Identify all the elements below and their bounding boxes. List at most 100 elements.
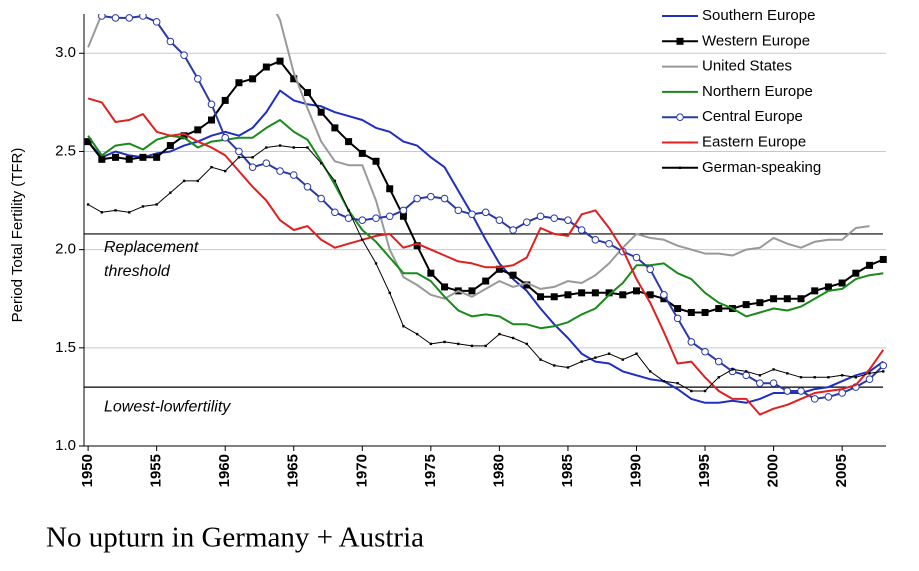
marker (139, 14, 147, 20)
marker (112, 153, 120, 161)
marker (769, 379, 778, 387)
marker (786, 372, 789, 375)
marker (687, 308, 695, 316)
marker (180, 132, 188, 140)
marker (248, 163, 257, 171)
marker (152, 18, 161, 26)
reference-label: Replacement (104, 239, 199, 256)
marker (690, 389, 693, 393)
marker (182, 179, 186, 183)
marker (289, 171, 298, 179)
marker (523, 218, 531, 226)
marker (207, 116, 215, 124)
marker (783, 295, 791, 303)
marker (827, 376, 830, 379)
x-tick-label: 1975 (422, 454, 439, 487)
marker (580, 360, 583, 363)
marker (564, 216, 572, 224)
marker (180, 51, 188, 60)
plot-area (84, 14, 887, 416)
marker (811, 287, 819, 295)
marker (701, 347, 709, 356)
marker (402, 325, 405, 328)
series-line (87, 14, 870, 300)
marker (128, 211, 131, 214)
marker (882, 370, 885, 373)
marker (676, 381, 679, 385)
marker (605, 239, 613, 248)
y-tick-label: 2.5 (55, 142, 76, 159)
marker (276, 167, 284, 175)
marker (591, 289, 599, 297)
x-tick-label: 2005 (833, 454, 850, 487)
marker (427, 192, 435, 201)
marker (427, 269, 435, 277)
marker (224, 169, 227, 173)
marker (687, 338, 696, 346)
marker (810, 395, 819, 403)
marker (742, 301, 750, 309)
marker (399, 206, 408, 215)
marker (155, 203, 158, 206)
marker (374, 262, 378, 265)
marker (125, 14, 134, 22)
marker (621, 358, 624, 361)
marker (578, 289, 586, 297)
marker (457, 342, 460, 346)
series-line (87, 119, 884, 330)
x-tick-label: 1970 (353, 454, 370, 487)
marker (756, 299, 764, 307)
marker (673, 314, 682, 323)
y-axis-label: Period Total Fertility (TFR) (9, 148, 26, 323)
marker (100, 211, 104, 214)
x-tick-label: 1995 (696, 454, 713, 487)
marker (553, 364, 556, 367)
marker (838, 389, 846, 397)
legend-label: United States (702, 58, 792, 75)
marker (868, 372, 871, 375)
marker (141, 205, 145, 208)
marker (317, 108, 325, 116)
marker (742, 371, 750, 380)
marker (797, 387, 805, 395)
marker (840, 374, 844, 377)
marker (564, 291, 572, 299)
marker (196, 179, 199, 183)
marker (262, 63, 270, 71)
legend-label: Eastern Europe (702, 133, 806, 150)
marker (797, 295, 805, 303)
marker (139, 153, 147, 161)
marker (415, 332, 419, 336)
marker (317, 194, 325, 203)
marker (358, 216, 367, 224)
marker (290, 75, 298, 83)
legend-label: Southern Europe (702, 7, 815, 24)
marker (347, 209, 350, 212)
marker (319, 162, 323, 165)
y-tick-label: 2.0 (55, 241, 76, 258)
marker (824, 393, 833, 401)
marker (632, 253, 641, 262)
marker (276, 57, 284, 65)
marker (838, 279, 846, 287)
marker (866, 261, 874, 269)
marker (454, 206, 463, 215)
reference-label: Lowest-lowfertility (104, 398, 231, 415)
marker (166, 142, 174, 150)
marker (303, 89, 311, 97)
marker (333, 179, 337, 183)
marker (879, 361, 887, 370)
marker (468, 210, 476, 219)
marker (221, 96, 229, 104)
marker (372, 214, 380, 223)
marker (550, 214, 559, 223)
marker (399, 212, 407, 220)
marker (361, 238, 364, 242)
marker (251, 156, 254, 159)
marker (674, 305, 682, 313)
marker (646, 265, 654, 274)
marker (484, 344, 487, 348)
marker (388, 291, 391, 295)
marker (646, 291, 654, 299)
